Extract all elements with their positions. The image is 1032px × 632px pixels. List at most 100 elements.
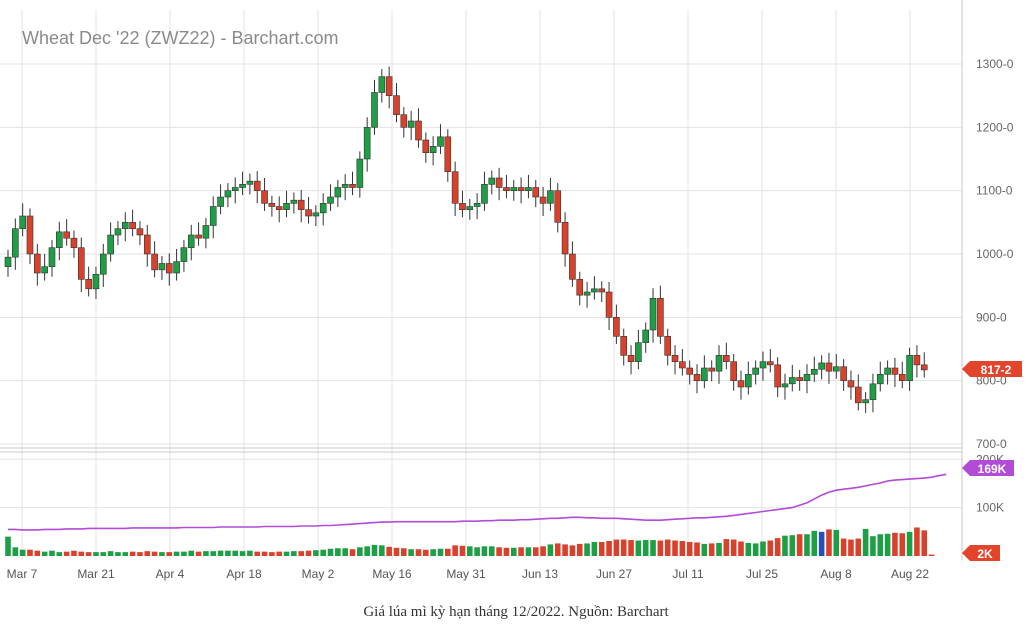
volume-bar: [584, 543, 590, 556]
volume-bar: [349, 549, 356, 556]
volume-tick-label: 100K: [976, 501, 1004, 515]
date-tick-label: May 31: [446, 567, 486, 581]
volume-bar: [115, 552, 121, 556]
volume-bar: [85, 552, 92, 556]
candle-body: [752, 367, 759, 375]
volume-label: 2K: [977, 547, 993, 561]
candle-body: [363, 127, 371, 160]
candle-body: [78, 247, 85, 280]
volume-bar: [525, 547, 532, 556]
volume-bar: [613, 539, 620, 556]
volume-bar: [71, 550, 77, 556]
volume-bar: [320, 549, 326, 556]
volume-bar: [173, 551, 180, 556]
candle-body: [503, 187, 510, 191]
candle-body: [34, 253, 41, 274]
candle-body: [891, 367, 899, 375]
candle-body: [400, 114, 408, 128]
candle-body: [165, 263, 173, 274]
volume-bar: [532, 547, 539, 556]
candle-body: [151, 253, 158, 271]
date-tick-label: Apr 18: [226, 567, 262, 581]
volume-bar: [818, 531, 825, 556]
candle-body: [393, 95, 400, 115]
candle-body: [107, 234, 114, 255]
volume-bar: [782, 535, 788, 556]
price-tick-label: 800-0: [976, 374, 1007, 388]
candle-body: [319, 203, 327, 214]
volume-bar: [730, 539, 737, 556]
candle-body: [818, 362, 825, 370]
candle-body: [195, 234, 202, 239]
candle-body: [671, 355, 679, 362]
candle-body: [832, 366, 840, 372]
candle-body: [884, 367, 891, 375]
volume-bar: [789, 535, 796, 556]
candle-body: [495, 177, 503, 188]
candle-body: [202, 225, 210, 239]
candle-body: [356, 158, 364, 188]
candle-body: [114, 228, 122, 236]
candle-body: [613, 317, 620, 337]
volume-bar: [401, 548, 407, 556]
volume-bar: [445, 548, 451, 556]
date-tick-label: Mar 21: [77, 567, 115, 581]
candle-body: [767, 361, 774, 366]
candle-body: [63, 231, 70, 239]
volume-bar: [357, 547, 363, 556]
volume-bar: [283, 551, 290, 556]
volume-bar: [518, 547, 524, 556]
candle-body: [657, 298, 664, 337]
candle-body: [906, 355, 913, 381]
date-tick-label: May 16: [372, 567, 412, 581]
volume-bar: [664, 539, 671, 556]
volume-bar: [466, 546, 473, 556]
candle-body: [876, 374, 884, 385]
open-interest-tag: 169K: [962, 460, 1014, 476]
candle-body: [334, 187, 342, 198]
candle-body: [510, 187, 518, 191]
volume-bar: [899, 533, 906, 556]
candle-body: [136, 228, 144, 236]
volume-bar: [261, 551, 268, 556]
figure-caption: Giá lúa mì kỳ hạn tháng 12/2022. Nguồn: …: [363, 604, 669, 620]
candle-body: [349, 184, 356, 188]
volume-bar: [694, 542, 700, 556]
candle-body: [26, 215, 34, 255]
candle-body: [605, 291, 613, 318]
candle-body: [869, 383, 877, 400]
volume-bar: [474, 547, 480, 556]
volume-bar: [745, 542, 752, 556]
open-interest-label: 169K: [978, 462, 1007, 476]
volume-tag: 2K: [962, 545, 1000, 561]
candle-body: [635, 342, 642, 362]
volume-bar: [452, 545, 458, 556]
candle-body: [627, 355, 635, 362]
volume-bar: [203, 551, 209, 556]
volume-bar: [27, 549, 33, 556]
volume-bar: [56, 552, 63, 556]
volume-bar: [291, 551, 297, 556]
candle-body: [371, 92, 378, 128]
candle-body: [708, 367, 715, 372]
volume-bar: [642, 540, 649, 556]
candle-body: [268, 203, 276, 207]
price-tick-label: 1200-0: [976, 120, 1014, 134]
candle-body: [583, 291, 591, 296]
open-interest-layer: [8, 473, 947, 531]
candle-body: [854, 386, 862, 404]
volume-bar: [166, 552, 173, 556]
candle-body: [789, 377, 796, 385]
candle-body: [121, 222, 129, 229]
volume-bar: [276, 551, 283, 556]
candle-body: [679, 361, 686, 369]
candle-body: [598, 288, 606, 293]
price-tick-label: 1300-0: [976, 57, 1014, 71]
volume-bar: [335, 548, 341, 556]
volume-bar: [342, 548, 348, 556]
candle-body: [451, 171, 459, 204]
volume-bar: [298, 551, 304, 556]
candle-body: [85, 279, 92, 290]
volume-bar: [93, 552, 99, 556]
candle-body: [913, 355, 921, 366]
